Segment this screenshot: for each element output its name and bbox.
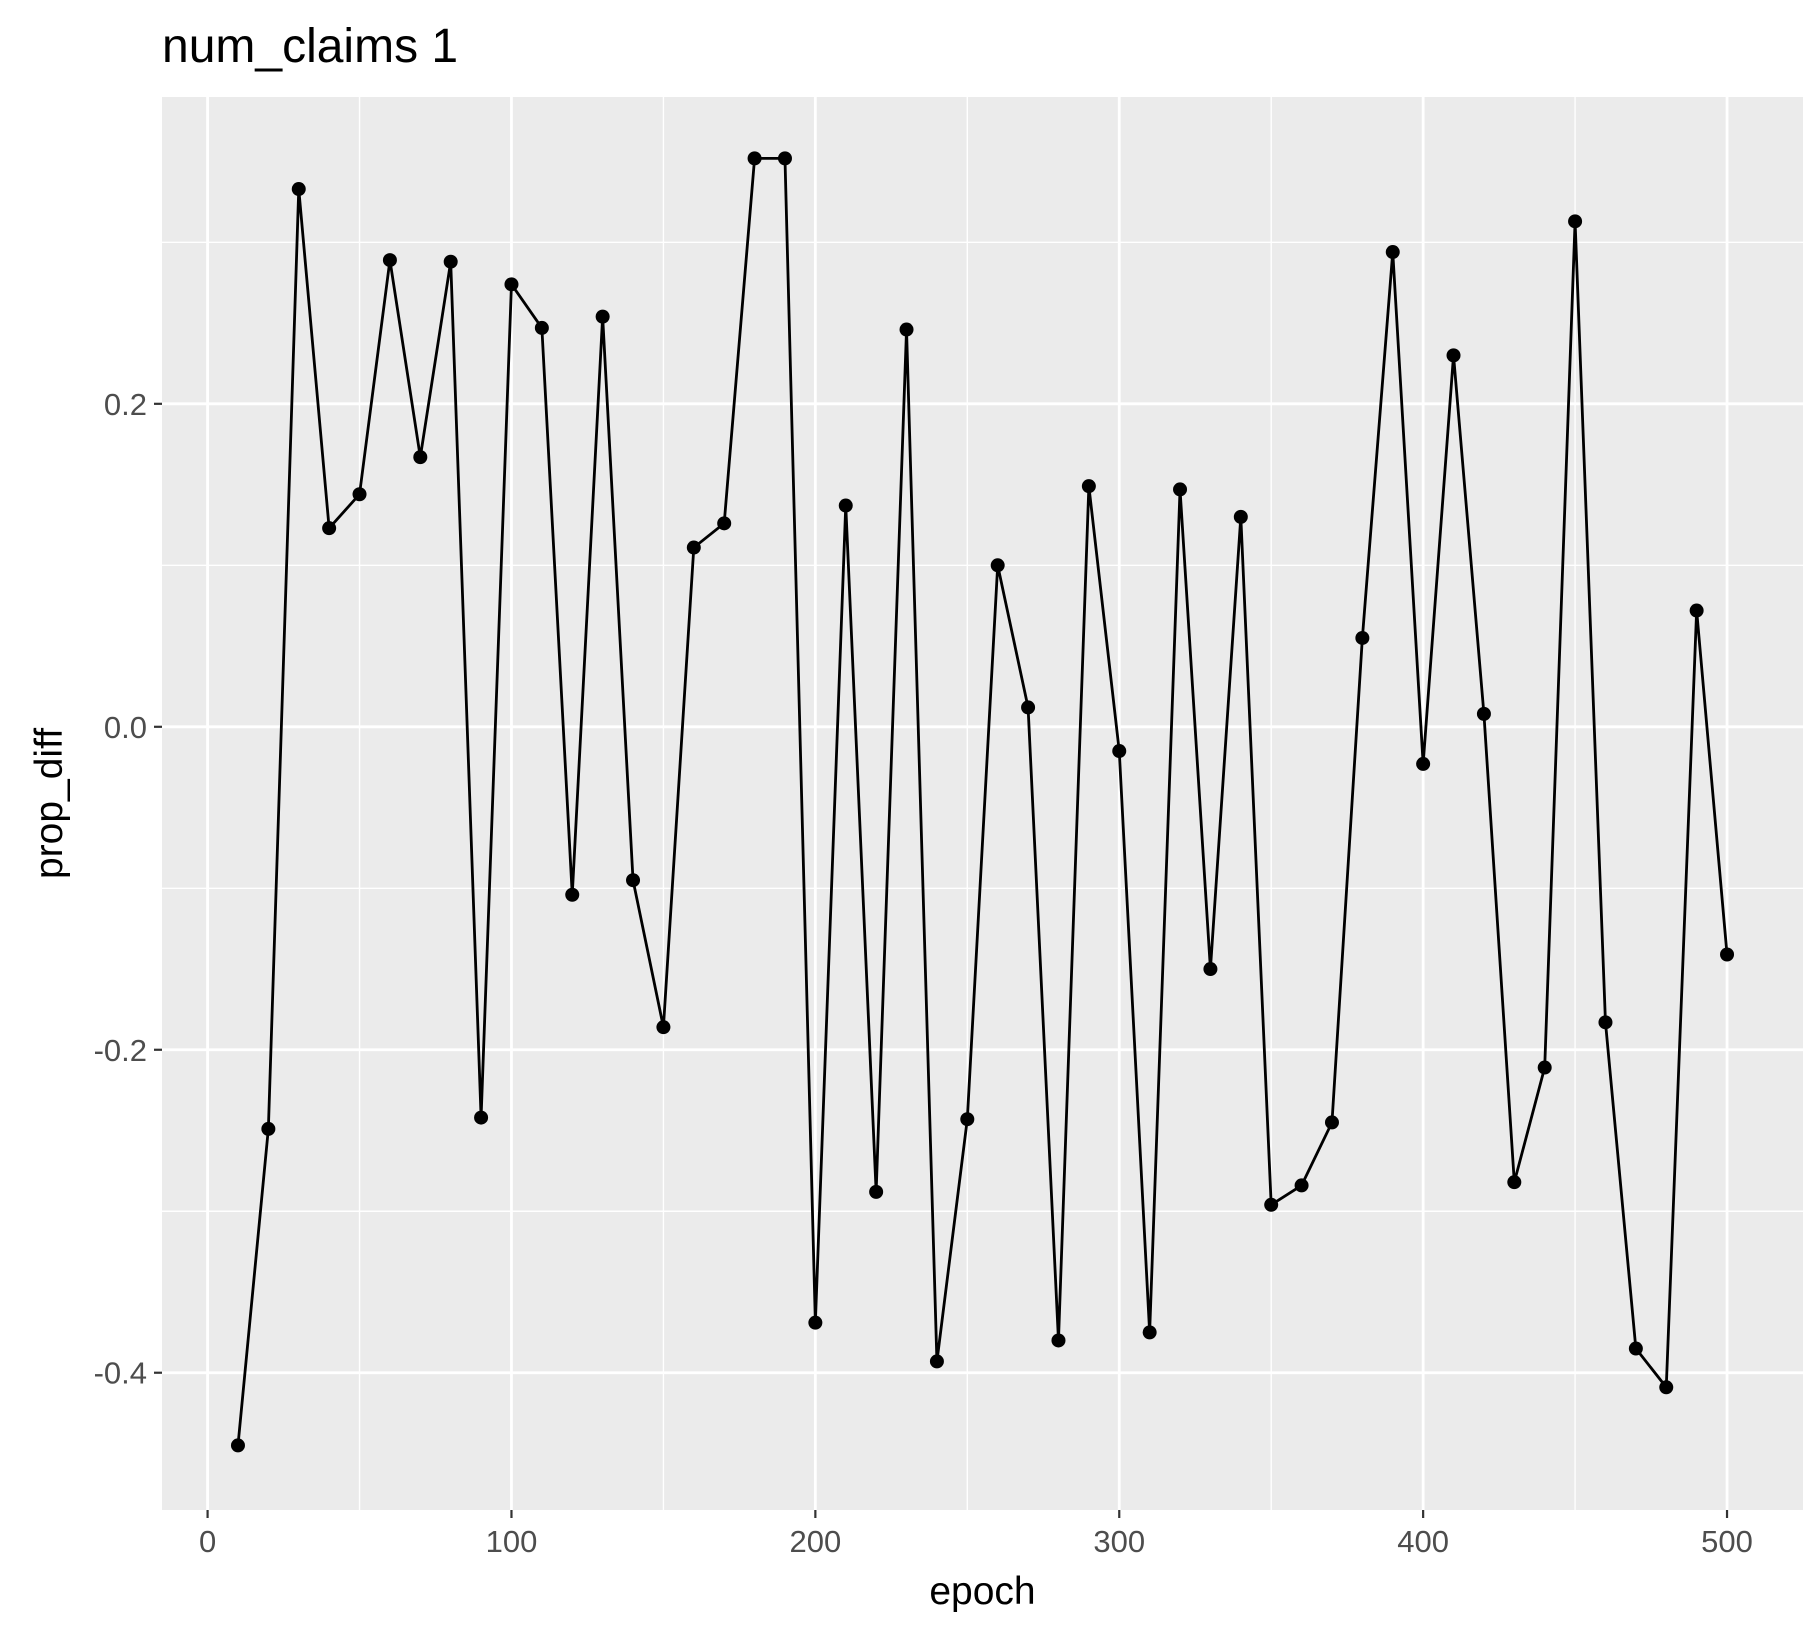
data-point	[1233, 509, 1248, 524]
major-gridlines	[162, 97, 1803, 1510]
data-point	[413, 450, 428, 465]
y-tick-label: -0.4	[94, 1356, 147, 1391]
data-point	[443, 254, 458, 269]
y-axis: -0.4 -0.2 0.0 0.2	[94, 387, 162, 1391]
data-point	[504, 277, 519, 292]
series-line	[236, 156, 1729, 1446]
data-point	[1203, 962, 1218, 977]
data-point	[1355, 630, 1370, 645]
data-point	[838, 498, 853, 513]
plot-panel	[162, 97, 1803, 1510]
data-point	[1598, 1015, 1613, 1030]
data-point	[230, 1438, 245, 1453]
x-axis: 0 100 200 300 400 500	[199, 1510, 1753, 1559]
data-point	[1446, 348, 1461, 363]
data-point	[1294, 1178, 1309, 1193]
data-point	[899, 322, 914, 337]
data-point	[1568, 214, 1583, 229]
data-point	[1264, 1197, 1279, 1212]
data-point	[869, 1184, 884, 1199]
data-point	[352, 487, 367, 502]
data-point	[1142, 1325, 1157, 1340]
series-points	[230, 151, 1735, 1453]
x-tick-label: 100	[486, 1524, 538, 1559]
data-point	[929, 1354, 944, 1369]
data-point	[595, 309, 610, 324]
data-point	[1051, 1333, 1066, 1348]
data-point	[656, 1020, 671, 1035]
series-lines	[236, 156, 1729, 1446]
data-point	[1720, 947, 1735, 962]
data-point	[1659, 1380, 1674, 1395]
data-point	[747, 151, 762, 166]
data-point	[534, 320, 549, 335]
x-tick-label: 400	[1397, 1524, 1449, 1559]
x-tick-label: 500	[1701, 1524, 1753, 1559]
data-point	[626, 873, 641, 888]
data-point	[1507, 1175, 1522, 1190]
chart-title: num_claims 1	[162, 20, 458, 73]
y-tick-label: 0.0	[104, 710, 147, 745]
data-point	[1021, 700, 1036, 715]
data-point	[382, 253, 397, 268]
y-tick-label: 0.2	[104, 387, 147, 422]
minor-gridlines	[162, 97, 1803, 1510]
data-point	[1537, 1060, 1552, 1075]
data-point	[960, 1112, 975, 1127]
data-point	[990, 558, 1005, 573]
x-tick-label: 200	[789, 1524, 841, 1559]
data-point	[686, 540, 701, 555]
data-point	[291, 182, 306, 197]
data-point	[1416, 756, 1431, 771]
data-point	[1385, 245, 1400, 260]
data-point	[1324, 1115, 1339, 1130]
data-point	[322, 521, 337, 536]
data-point	[1081, 479, 1096, 494]
data-point	[1112, 744, 1127, 759]
y-tick-label: -0.2	[94, 1033, 147, 1068]
data-point	[1173, 482, 1188, 497]
x-tick-label: 0	[199, 1524, 216, 1559]
data-point	[808, 1315, 823, 1330]
x-axis-title: epoch	[929, 1570, 1035, 1613]
x-tick-label: 300	[1093, 1524, 1145, 1559]
data-point	[1476, 706, 1491, 721]
data-point	[565, 887, 580, 902]
data-point	[777, 151, 792, 166]
data-point	[261, 1121, 276, 1136]
data-point	[1628, 1341, 1643, 1356]
data-point	[717, 516, 732, 531]
y-axis-title: prop_diff	[28, 728, 71, 879]
data-point	[474, 1110, 489, 1125]
data-point	[1689, 603, 1704, 618]
